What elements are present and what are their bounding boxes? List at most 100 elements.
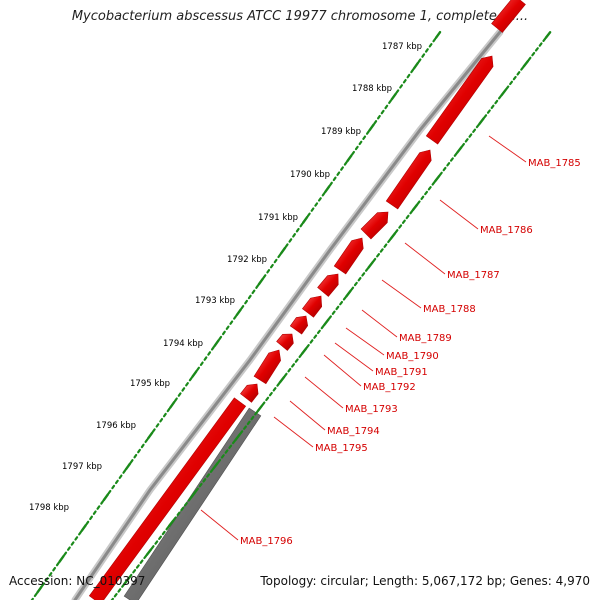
gc-tick-inner [268,391,273,397]
gene-arrow-mab-1791[interactable] [289,315,309,335]
gc-tick-inner [261,401,266,406]
gc-tick-outer [36,585,43,594]
gc-tick-inner [294,358,299,363]
gc-tick-inner [291,363,296,368]
gene-label[interactable]: MAB_1788 [423,304,476,315]
gc-tick-outer [329,181,333,187]
gc-tick-inner [183,502,188,507]
gc-tick-outer [310,207,315,212]
gc-tick-inner [409,209,414,215]
gc-tick-inner [398,224,403,229]
gene-label[interactable]: MAB_1796 [240,536,293,547]
gene-arrow-mab-1793[interactable] [253,349,281,385]
gc-tick-inner [212,461,219,470]
gene-label[interactable]: MAB_1792 [363,382,416,393]
gc-tick-outer [118,474,123,479]
gc-tick-outer [358,140,363,146]
gc-tick-inner [195,487,199,493]
gene-label[interactable]: MAB_1787 [447,270,500,281]
gc-tick-outer [377,114,381,120]
gc-tick-outer [74,536,79,541]
gc-tick-inner [139,559,144,564]
gc-tick-outer [124,462,132,471]
gc-tick-inner [376,253,380,258]
gc-tick-outer [324,185,331,194]
gc-tick-outer [340,166,344,171]
gc-tick-outer [70,541,75,546]
gc-tick-inner [250,415,255,421]
gc-tick-outer [199,361,204,366]
gene-arrow-mab-1792[interactable] [276,333,294,351]
gene-arrow-upstream[interactable] [491,0,526,33]
gene-label-layer: MAB_1785 MAB_1786 MAB_1787 MAB_1788 MAB_1789… [200,135,581,547]
gene-label[interactable]: MAB_1789 [399,333,452,344]
gc-tick-outer [63,551,68,557]
leader-line [334,342,374,372]
gene-label[interactable]: MAB_1790 [386,351,439,362]
gc-tick-inner [243,425,247,430]
gene-arrow-mab-1795[interactable] [88,397,247,600]
gc-tick-inner [516,71,521,76]
leader-line [404,242,446,275]
gc-tick-outer [144,438,149,444]
gc-tick-outer [100,500,105,505]
gene-label[interactable]: MAB_1795 [315,443,368,454]
gc-tick-inner [313,334,318,339]
kbp-ruler: 1787 kbp 1788 kbp 1789 kbp 1790 kbp 1791 kbp… [29,42,422,513]
gc-tick-outer [288,238,293,243]
gc-tick-inner [300,347,308,355]
gc-tick-outer [41,582,45,587]
gc-tick-outer [55,561,60,567]
gc-tick-outer [44,577,49,582]
kbp-tick-label: 1789 kbp [321,127,361,137]
gc-tick-outer [229,320,234,325]
gc-tick-inner [234,433,241,442]
gc-tick-outer [421,53,426,58]
gc-tick-outer [351,150,356,156]
kbp-tick-label: 1794 kbp [163,339,203,349]
gc-tick-outer [255,284,260,289]
gene-label[interactable]: MAB_1785 [528,158,581,169]
gc-tick-outer [247,294,252,300]
gc-tick-outer [207,351,212,356]
gene-arrow-mab-1785[interactable] [425,55,494,145]
gc-tick-inner [228,444,233,449]
gc-tick-inner [468,133,473,138]
gc-tick-inner [209,468,214,473]
gene-arrow-mab-1790[interactable] [302,295,323,318]
gene-arrow-mab-1794[interactable] [240,383,259,403]
gc-tick-inner [331,310,336,315]
gene-arrow-mab-1788[interactable] [333,237,364,275]
gene-arrow-mab-1789[interactable] [317,273,339,297]
gc-tick-inner [394,229,399,234]
gc-tick-outer [181,387,186,392]
gc-tick-outer [301,215,309,224]
leader-line [200,509,239,541]
gene-label[interactable]: MAB_1793 [345,404,398,415]
gene-arrow-mab-1786[interactable] [385,149,432,210]
leader-line [273,416,314,448]
gc-tick-inner [187,497,192,502]
gc-tick-inner [461,142,465,148]
gc-tick-outer [306,212,311,218]
gene-label[interactable]: MAB_1791 [375,367,428,378]
gc-tick-inner [128,573,133,579]
gc-tick-outer [388,99,392,105]
gc-tick-inner [538,42,543,47]
gc-tick-outer [235,308,242,317]
gene-label[interactable]: MAB_1794 [327,426,380,437]
gc-tick-inner [189,490,197,499]
gene-label[interactable]: MAB_1786 [480,225,533,236]
gc-tick-inner [500,88,507,97]
gc-tick-outer [159,417,164,423]
gc-tick-outer [162,412,167,418]
gc-tick-outer [137,448,141,454]
gc-tick-inner [379,248,384,253]
gene-arrow-mab-1787[interactable] [360,211,389,240]
gc-tick-outer [114,479,119,485]
gc-tick-outer [225,325,230,331]
gc-tick-inner [328,315,332,320]
gc-tick-outer [354,145,359,151]
gc-tick-outer [269,263,274,269]
gc-tick-inner [416,200,421,205]
